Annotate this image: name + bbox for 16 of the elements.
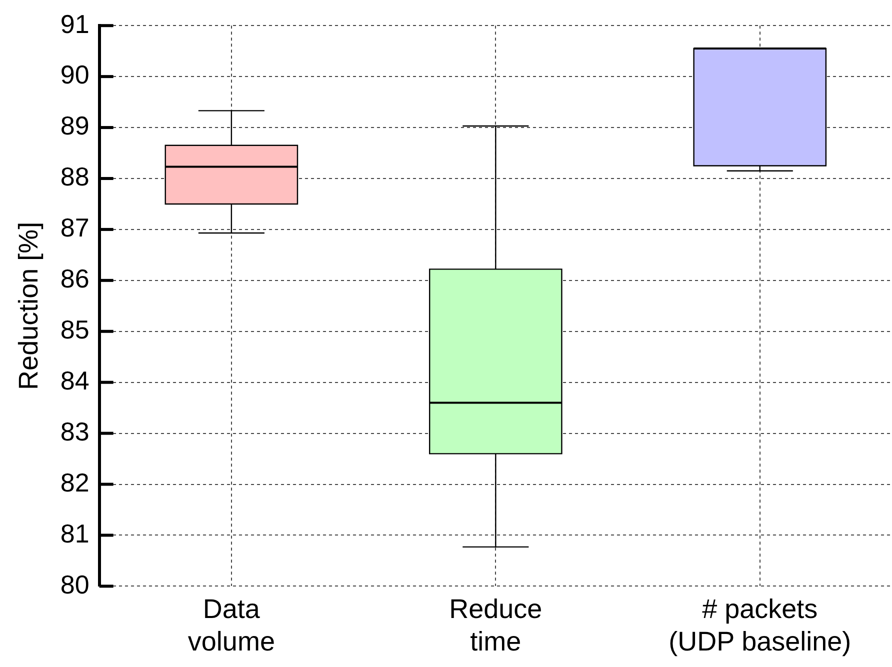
y-axis-title: Reduction [%] [14, 222, 44, 390]
y-tick-label: 91 [60, 8, 90, 39]
x-tick-label: # packets (UDP baseline) [668, 594, 852, 656]
y-tick-label: 82 [60, 467, 90, 498]
y-tick-label: 87 [60, 212, 90, 243]
y-tick-label: 88 [60, 162, 90, 192]
x-tick-label: Reduce time [449, 594, 542, 656]
y-tick-label: 89 [60, 110, 90, 141]
y-tick-label: 85 [60, 314, 90, 345]
y-tick-label: 80 [60, 569, 90, 600]
y-tick-label: 84 [60, 366, 90, 396]
y-tick-label: 86 [60, 264, 90, 294]
y-tick-label: 90 [60, 60, 90, 90]
y-tick-label: 83 [60, 416, 90, 446]
x-tick-label: Data volume [188, 594, 275, 656]
y-tick-label: 81 [60, 518, 90, 548]
